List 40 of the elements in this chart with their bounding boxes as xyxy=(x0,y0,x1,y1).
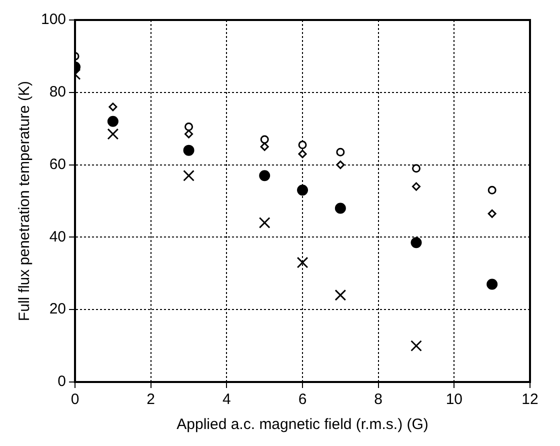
point xyxy=(258,217,270,228)
x-tick-label: 10 xyxy=(446,391,463,408)
x-axis-title: Applied a.c. magnetic field (r.m.s.) (G) xyxy=(176,416,428,434)
point xyxy=(334,289,346,301)
x-tick-label: 0 xyxy=(70,391,80,408)
y-axis-title: Full flux penetration temperature (K) xyxy=(16,80,34,322)
y-tick-label: 40 xyxy=(49,228,66,246)
point xyxy=(184,122,194,132)
point xyxy=(412,182,421,191)
point xyxy=(184,130,194,138)
point xyxy=(296,256,308,268)
y-tick-label: 80 xyxy=(49,84,66,101)
point xyxy=(183,144,194,156)
y-tick-label: 20 xyxy=(49,300,66,318)
point xyxy=(107,128,119,140)
y-tick-label: 100 xyxy=(40,11,66,28)
point xyxy=(298,140,307,150)
point xyxy=(410,237,422,248)
point xyxy=(298,150,307,158)
x-tick-label: 8 xyxy=(374,391,383,408)
point xyxy=(412,164,421,173)
point xyxy=(297,184,308,196)
x-tick-label: 6 xyxy=(298,391,307,408)
point xyxy=(260,135,269,144)
x-tick-label: 4 xyxy=(222,391,231,408)
point xyxy=(334,202,346,214)
point xyxy=(336,148,345,156)
point xyxy=(486,278,498,290)
point xyxy=(336,160,345,170)
point xyxy=(488,209,496,218)
x-tick-label: 2 xyxy=(146,391,156,408)
y-tick-label: 60 xyxy=(49,156,66,173)
x-tick-label: 12 xyxy=(522,391,538,408)
point xyxy=(488,186,496,194)
y-tick-label: 0 xyxy=(58,373,66,390)
point xyxy=(107,116,118,127)
point xyxy=(108,102,118,112)
point xyxy=(410,340,422,352)
point xyxy=(259,170,270,182)
point xyxy=(183,170,194,182)
